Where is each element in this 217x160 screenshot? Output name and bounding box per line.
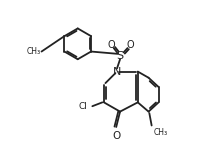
Text: S: S <box>117 51 124 61</box>
Text: O: O <box>126 40 134 50</box>
Text: CH₃: CH₃ <box>27 47 41 56</box>
Text: CH₃: CH₃ <box>153 128 167 137</box>
Text: N: N <box>113 67 121 77</box>
Text: O: O <box>108 40 115 50</box>
Text: O: O <box>112 131 120 141</box>
Text: Cl: Cl <box>79 102 88 111</box>
